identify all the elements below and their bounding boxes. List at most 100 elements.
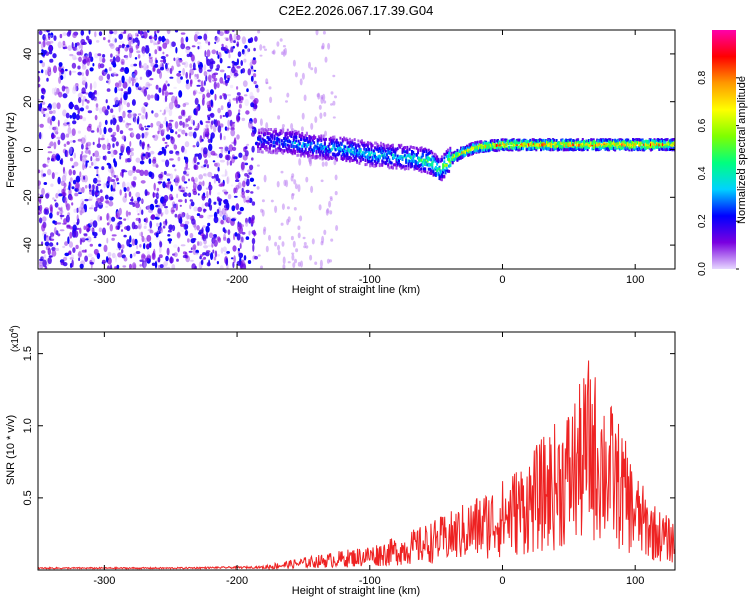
heatmap-cell: [151, 214, 156, 220]
heatmap-cell: [295, 135, 298, 139]
heatmap-cell: [177, 156, 181, 162]
heatmap-cell: [522, 147, 525, 151]
heatmap-cell: [286, 206, 290, 210]
heatmap-cell: [652, 142, 655, 145]
heatmap-cell: [255, 84, 259, 89]
heatmap-cell: [303, 143, 306, 147]
heatmap-cell: [586, 142, 589, 146]
heatmap-cell: [111, 252, 116, 259]
heatmap-cell: [556, 147, 559, 151]
heatmap-cell: [43, 233, 47, 242]
heatmap-cell: [225, 257, 229, 266]
heatmap-cell: [52, 109, 56, 114]
heatmap-cell: [104, 200, 109, 204]
heatmap-cell: [664, 140, 667, 144]
heatmap-cell: [178, 199, 183, 203]
heatmap-cell: [286, 218, 290, 226]
heatmap-cell: [226, 251, 231, 254]
heatmap-cell: [103, 126, 107, 135]
heatmap-cell: [505, 138, 508, 142]
heatmap-cell: [503, 143, 505, 147]
heatmap-cell: [438, 175, 441, 179]
heatmap-cell: [334, 140, 337, 144]
spectrogram-y-tick-label: -20: [22, 189, 34, 205]
heatmap-cell: [384, 156, 387, 160]
heatmap-cell: [257, 145, 259, 149]
heatmap-cell: [152, 191, 155, 199]
snr-x-tick-label: -300: [93, 575, 115, 587]
heatmap-cell: [456, 156, 459, 160]
heatmap-cell: [569, 147, 572, 151]
heatmap-cell: [273, 137, 276, 141]
heatmap-cell: [47, 156, 50, 164]
heatmap-cell: [388, 146, 391, 150]
heatmap-cell: [156, 222, 159, 227]
heatmap-cell: [49, 58, 54, 63]
heatmap-cell: [185, 47, 190, 55]
heatmap-cell: [657, 145, 660, 149]
heatmap-cell: [85, 238, 89, 241]
heatmap-cell: [84, 185, 88, 189]
heatmap-cell: [268, 86, 272, 90]
heatmap-cell: [560, 147, 563, 151]
heatmap-cell: [310, 185, 314, 193]
heatmap-cell: [184, 61, 189, 68]
heatmap-cell: [261, 150, 264, 154]
heatmap-cell: [458, 150, 461, 154]
heatmap-cell: [133, 117, 138, 124]
heatmap-cell: [566, 143, 569, 146]
heatmap-cell: [311, 152, 314, 156]
heatmap-cell: [145, 128, 149, 131]
heatmap-cell: [84, 149, 90, 154]
heatmap-cell: [166, 30, 171, 35]
heatmap-cell: [310, 141, 313, 145]
heatmap-cell: [354, 155, 357, 159]
heatmap-cell: [244, 150, 249, 157]
heatmap-cell: [125, 92, 130, 95]
heatmap-cell: [586, 148, 589, 152]
heatmap-cell: [295, 145, 298, 149]
heatmap-cell: [280, 139, 283, 143]
heatmap-cell: [182, 103, 186, 108]
heatmap-cell: [238, 109, 241, 113]
heatmap-cell: [145, 151, 150, 160]
heatmap-cell: [149, 220, 153, 229]
heatmap-cell: [241, 117, 246, 122]
heatmap-cell: [423, 159, 425, 163]
heatmap-cell: [327, 155, 330, 159]
heatmap-cell: [251, 237, 256, 245]
heatmap-cell: [660, 145, 663, 149]
heatmap-cell: [109, 43, 115, 49]
heatmap-cell: [273, 129, 276, 133]
heatmap-cell: [201, 97, 205, 106]
heatmap-cell: [243, 58, 247, 63]
heatmap-cell: [72, 224, 77, 232]
heatmap-cell: [460, 146, 462, 150]
heatmap-cell: [335, 153, 338, 157]
heatmap-cell: [204, 50, 207, 58]
heatmap-cell: [165, 159, 170, 168]
heatmap-cell: [322, 134, 325, 138]
heatmap-cell: [127, 170, 133, 176]
heatmap-cell: [119, 152, 123, 156]
heatmap-cell: [493, 148, 496, 152]
heatmap-cell: [331, 141, 333, 145]
heatmap-cell: [220, 247, 224, 254]
heatmap-cell: [344, 150, 347, 154]
heatmap-cell: [91, 161, 94, 166]
heatmap-cell: [297, 261, 301, 267]
heatmap-cell: [276, 181, 280, 188]
heatmap-cell: [122, 31, 127, 34]
heatmap-cell: [193, 183, 198, 187]
heatmap-cell: [238, 95, 244, 101]
heatmap-cell: [158, 245, 162, 254]
heatmap-cell: [511, 146, 514, 150]
heatmap-cell: [208, 143, 213, 152]
heatmap-cell: [301, 148, 304, 151]
heatmap-cell: [429, 151, 431, 155]
heatmap-cell: [169, 150, 174, 155]
heatmap-cell: [322, 146, 325, 150]
heatmap-cell: [141, 141, 146, 147]
heatmap-cell: [118, 88, 123, 91]
heatmap-cell: [646, 143, 649, 147]
